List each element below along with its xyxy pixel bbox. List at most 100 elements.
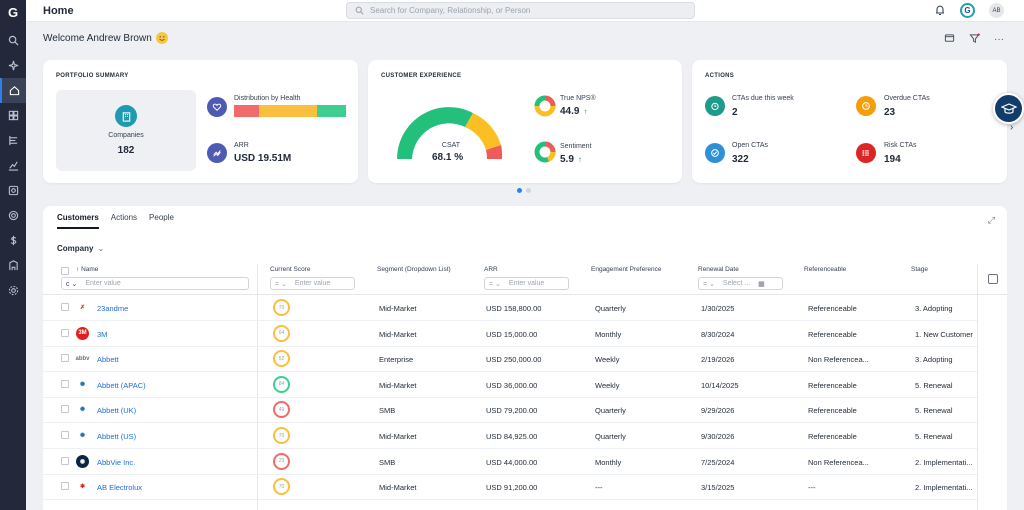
column-header-referenceable[interactable]: Referenceable [804, 266, 847, 273]
score-badge[interactable]: 84 [273, 375, 290, 393]
risk-cta-label[interactable]: Risk CTAs [884, 142, 917, 149]
company-logo-icon: ✺ [76, 403, 89, 417]
renewal-date-filter[interactable]: = ⌄ Select ... ▦ [698, 277, 783, 290]
company-name-link[interactable]: Abbett (APAC) [97, 380, 146, 390]
home-icon[interactable] [0, 78, 26, 103]
row-checkbox[interactable] [61, 482, 69, 491]
score-filter-input[interactable]: = ⌄ Enter value [270, 277, 355, 290]
column-header-stage[interactable]: Stage [911, 266, 928, 273]
company-logo-icon: ◉ [76, 454, 89, 468]
company-name-link[interactable]: Abbett [97, 355, 119, 365]
segment-cell: Mid-Market [379, 483, 417, 493]
sentiment-donut[interactable] [534, 141, 556, 163]
cta-due-week-value[interactable]: 2 [732, 107, 738, 118]
column-header-name[interactable]: ↑ Name [76, 266, 99, 273]
score-badge[interactable]: 49 [273, 401, 290, 419]
score-badge[interactable]: 52 [273, 350, 290, 368]
camera-icon[interactable] [0, 178, 26, 203]
arr-filter-input[interactable]: = ⌄ Enter value [484, 277, 569, 290]
overdue-cta-value[interactable]: 23 [884, 107, 896, 118]
cta-due-week-label[interactable]: CTAs due this week [732, 95, 794, 102]
settings-icon[interactable] [0, 278, 26, 303]
dashboard-icon[interactable] [0, 103, 26, 128]
overdue-cta-label[interactable]: Overdue CTAs [884, 95, 930, 102]
gainsight-assist-icon[interactable]: G [960, 3, 975, 18]
company-name-link[interactable]: 3M [97, 329, 108, 339]
column-picker-icon[interactable] [988, 274, 998, 284]
analytics-icon[interactable] [0, 153, 26, 178]
score-badge[interactable]: 70 [273, 427, 290, 444]
row-checkbox[interactable] [61, 379, 69, 388]
layout-settings-icon[interactable] [944, 33, 955, 46]
search-icon[interactable] [0, 28, 26, 53]
bell-icon[interactable] [934, 4, 946, 18]
column-header-engagement[interactable]: Engagement Preference [591, 266, 662, 273]
referenceable-cell: Non Referencea... [808, 355, 869, 365]
frozen-column-divider [257, 264, 258, 510]
column-header-arr[interactable]: ARR [484, 266, 498, 273]
carousel-dot-active[interactable] [517, 188, 522, 193]
row-checkbox[interactable] [61, 303, 69, 311]
gainsight-logo[interactable]: G [7, 4, 19, 20]
target-icon[interactable] [0, 203, 26, 228]
csat-gauge[interactable] [391, 101, 508, 161]
page-title: Home [43, 4, 74, 17]
health-segment[interactable] [234, 105, 259, 117]
nps-donut[interactable] [534, 95, 556, 117]
card-title: CUSTOMER EXPERIENCE [381, 73, 462, 79]
table-row[interactable]: ✗ 23andme 70 Mid-Market USD 158,800.00 Quarte… [43, 295, 977, 321]
table-row[interactable]: ✱ AB Electrolux 70 Mid-Market USD 91,200.00 -… [43, 474, 977, 501]
company-name-link[interactable]: 23andme [97, 304, 129, 313]
chevron-down-icon: ⌄ [97, 244, 105, 253]
graduation-cap-icon[interactable] [993, 93, 1024, 124]
health-distribution-bar[interactable] [234, 105, 346, 117]
name-filter-input[interactable]: c ⌄ Enter value [61, 277, 249, 290]
sparkle-icon[interactable] [0, 53, 26, 78]
select-all-checkbox[interactable] [61, 267, 69, 275]
table-row[interactable]: ✺ Abbett (APAC) 84 Mid-Market USD 36,000.00 W… [43, 372, 977, 398]
timeline-icon[interactable] [0, 128, 26, 153]
row-checkbox[interactable] [61, 328, 69, 337]
company-name-link[interactable]: Abbett (US) [97, 432, 137, 441]
risk-cta-value[interactable]: 194 [884, 154, 901, 165]
dollar-icon[interactable] [0, 228, 26, 253]
row-checkbox[interactable] [61, 354, 69, 363]
row-checkbox[interactable] [61, 405, 69, 414]
tab-actions[interactable]: Actions [110, 213, 138, 222]
expand-icon[interactable]: ⤢ [987, 215, 995, 225]
carousel-dots[interactable] [517, 188, 531, 193]
search-placeholder: Search for Company, Relationship, or Per… [370, 6, 531, 15]
column-header-segment[interactable]: Segment (Dropdown List) [377, 266, 451, 273]
score-badge[interactable]: 70 [273, 478, 290, 496]
row-checkbox[interactable] [61, 456, 69, 465]
table-row[interactable]: 3M 3M 64 Mid-Market USD 15,000.00 Monthly 8/30… [43, 321, 977, 347]
global-search-input[interactable]: Search for Company, Relationship, or Per… [346, 2, 695, 19]
company-name-link[interactable]: AB Electrolux [97, 483, 143, 493]
open-cta-label[interactable]: Open CTAs [732, 142, 769, 149]
companies-tile[interactable]: Companies 182 [56, 90, 196, 171]
tab-customers[interactable]: Customers [57, 213, 99, 229]
filter-icon[interactable] [969, 33, 980, 46]
avatar[interactable]: AB [989, 3, 1004, 18]
tab-people[interactable]: People [149, 213, 174, 222]
health-segment[interactable] [258, 105, 317, 117]
table-row[interactable]: ✺ Abbett (UK) 49 SMB USD 79,200.00 Quarterly 9… [43, 397, 977, 424]
score-badge[interactable]: 70 [273, 299, 290, 316]
carousel-dot[interactable] [526, 188, 531, 193]
building-icon[interactable] [0, 253, 26, 278]
column-header-renewal[interactable]: Renewal Date [698, 266, 739, 273]
company-name-link[interactable]: Abbett (UK) [97, 406, 137, 416]
column-header-score[interactable]: Current Score [270, 266, 311, 273]
open-cta-value[interactable]: 322 [732, 154, 749, 165]
chevron-right-icon[interactable]: › [1010, 122, 1014, 133]
table-row[interactable]: ◉ AbbVie Inc. 29 SMB USD 44,000.00 Monthly 7/2… [43, 449, 977, 475]
row-checkbox[interactable] [61, 431, 69, 439]
company-name-link[interactable]: AbbVie Inc. [97, 457, 136, 467]
health-segment[interactable] [316, 105, 346, 117]
company-group-dropdown[interactable]: Company ⌄ [57, 244, 104, 253]
score-badge[interactable]: 29 [273, 452, 290, 470]
more-options-icon[interactable]: ··· [994, 33, 1004, 45]
score-badge[interactable]: 64 [273, 324, 290, 342]
table-row[interactable]: ✺ Abbett (US) 70 Mid-Market USD 84,925.00 Qua… [43, 423, 977, 449]
table-row[interactable]: abbv Abbett 52 Enterprise USD 250,000.00 Week… [43, 346, 977, 373]
